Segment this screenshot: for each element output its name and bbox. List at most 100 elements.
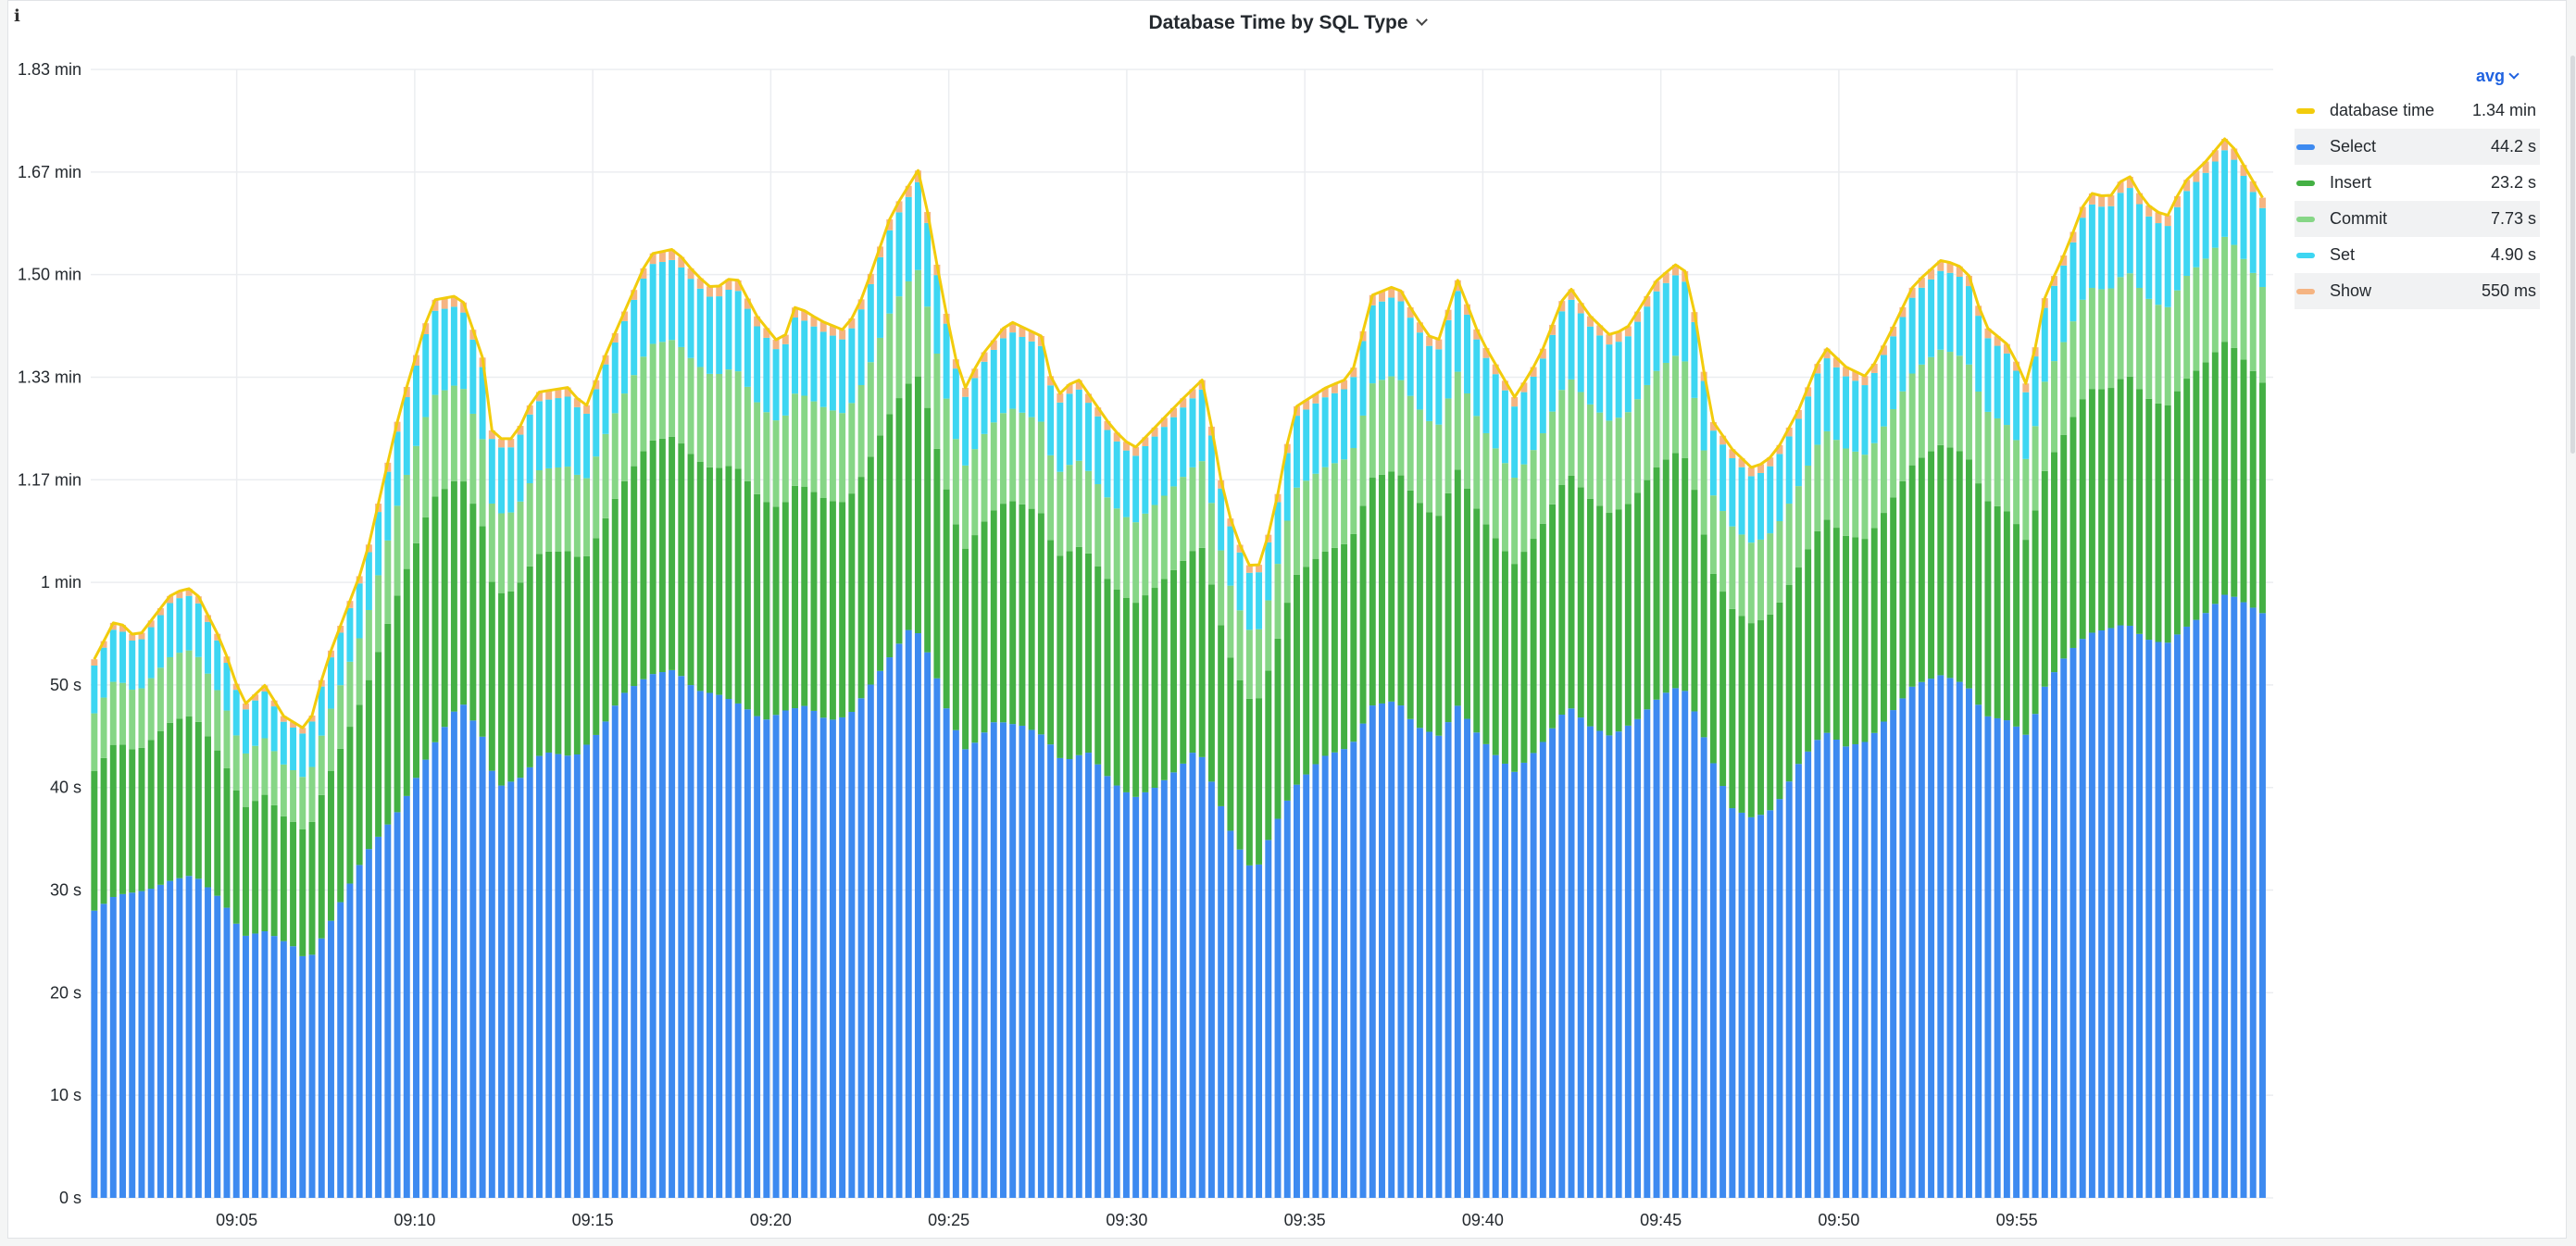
bar-commit — [1539, 433, 1546, 524]
bar-set — [2022, 392, 2030, 459]
bar-commit — [413, 445, 419, 543]
bar-set — [886, 230, 894, 314]
bar-commit — [1586, 404, 1594, 499]
bar-commit — [129, 690, 136, 750]
bar-set — [194, 603, 202, 657]
bar-select — [2183, 626, 2191, 1198]
bar-select — [356, 865, 363, 1198]
bar-show — [2221, 138, 2229, 151]
bar-insert — [1075, 546, 1082, 755]
bar-show — [696, 278, 704, 289]
bar-commit — [1823, 430, 1831, 520]
bar-show — [1994, 336, 2001, 346]
bar-insert — [1274, 638, 1282, 819]
bar-commit — [2060, 342, 2068, 435]
bar-set — [1653, 291, 1660, 371]
bar-show — [763, 328, 770, 338]
bar-insert — [1189, 551, 1196, 754]
bar-select — [119, 893, 126, 1198]
bar-commit — [109, 681, 117, 745]
bar-show — [1767, 457, 1774, 467]
bar-set — [1227, 526, 1234, 586]
bar-select — [337, 902, 344, 1198]
bar-show — [1189, 389, 1196, 399]
legend-item[interactable]: Insert 23.2 s — [2295, 165, 2540, 201]
bar-set — [829, 335, 836, 411]
legend-item[interactable]: database time 1.34 min — [2295, 93, 2540, 129]
bar-select — [1776, 799, 1783, 1198]
bar-commit — [895, 296, 903, 399]
bar-insert — [1719, 592, 1727, 787]
y-tick-label: 1.83 min — [18, 60, 81, 79]
bar-set — [2041, 307, 2048, 382]
bar-commit — [1227, 585, 1234, 658]
bar-select — [1767, 810, 1774, 1198]
bar-set — [1303, 409, 1310, 481]
bar-commit — [1198, 461, 1206, 548]
scrollbar-track[interactable] — [2569, 0, 2576, 1246]
bar-set — [441, 308, 448, 391]
bar-insert — [1170, 569, 1178, 773]
bar-insert — [441, 489, 448, 728]
bar-insert — [1066, 551, 1073, 759]
bar-select — [669, 669, 676, 1198]
bar-set — [1520, 392, 1528, 465]
legend-item[interactable]: Show 550 ms — [2295, 273, 2540, 309]
bar-select — [1283, 800, 1291, 1198]
bar-show — [754, 316, 761, 327]
bar-commit — [147, 678, 155, 741]
bar-commit — [337, 685, 344, 749]
bar-select — [1747, 816, 1755, 1198]
bar-commit — [1256, 629, 1263, 699]
bar-set — [1198, 389, 1206, 462]
bar-select — [1341, 749, 1348, 1198]
bar-commit — [819, 406, 827, 498]
bar-select — [620, 692, 628, 1198]
scrollbar-thumb[interactable] — [2570, 56, 2575, 454]
bar-commit — [1908, 373, 1916, 466]
bar-set — [772, 349, 780, 421]
bar-select — [1094, 764, 1102, 1198]
bar-select — [1908, 686, 1916, 1198]
bar-set — [819, 331, 827, 407]
bar-commit — [1207, 503, 1215, 585]
bar-select — [469, 720, 477, 1198]
bar-show — [2136, 193, 2144, 205]
bar-commit — [1596, 412, 1604, 506]
bar-show — [1709, 421, 1717, 431]
bar-insert — [375, 652, 382, 837]
bar-commit — [678, 346, 685, 444]
legend-stat-selector[interactable]: avg — [2295, 59, 2540, 93]
bar-select — [1785, 781, 1793, 1198]
bar-set — [1009, 332, 1017, 409]
bar-select — [479, 736, 486, 1198]
bar-commit — [2107, 288, 2115, 389]
bar-commit — [848, 403, 856, 494]
bar-insert — [1832, 528, 1840, 740]
legend-item[interactable]: Commit 7.73 s — [2295, 201, 2540, 237]
bar-select — [1160, 779, 1168, 1198]
bar-commit — [1464, 392, 1470, 489]
bar-show — [829, 325, 836, 336]
panel-title[interactable]: Database Time by SQL Type — [8, 12, 2566, 34]
bar-set — [375, 512, 382, 576]
bar-set — [1283, 453, 1291, 521]
bar-insert — [185, 716, 193, 877]
bar-set — [943, 323, 950, 399]
bar-select — [252, 933, 259, 1198]
bar-set — [214, 640, 221, 691]
bar-insert — [1596, 505, 1604, 731]
bar-set — [1473, 339, 1481, 417]
bar-commit — [1142, 513, 1149, 596]
info-icon[interactable]: ℹ — [14, 6, 20, 26]
bar-insert — [905, 383, 912, 630]
bar-insert — [1539, 523, 1546, 742]
bar-select — [365, 849, 372, 1198]
bar-insert — [924, 407, 932, 653]
legend-item[interactable]: Select 44.2 s — [2295, 129, 2540, 165]
bar-commit — [933, 354, 941, 449]
bar-select — [1416, 728, 1423, 1198]
legend-item[interactable]: Set 4.90 s — [2295, 237, 2540, 273]
bar-insert — [1558, 484, 1566, 716]
bar-show — [839, 330, 846, 340]
